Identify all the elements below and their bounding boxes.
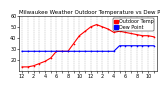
Legend: Outdoor Temp, Dew Point: Outdoor Temp, Dew Point	[113, 18, 154, 31]
Text: Milwaukee Weather Outdoor Temperature vs Dew Point (24 Hours): Milwaukee Weather Outdoor Temperature vs…	[19, 10, 160, 15]
